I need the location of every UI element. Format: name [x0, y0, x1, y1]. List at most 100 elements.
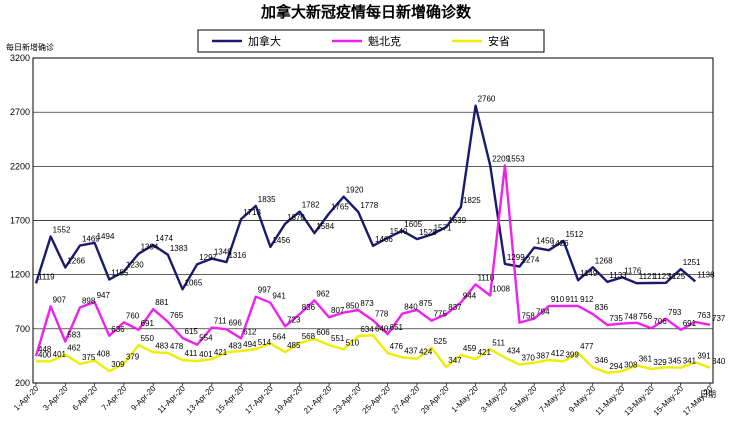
data-label: 1553 [507, 154, 525, 163]
data-label: 1138 [697, 270, 715, 279]
data-label: 765 [170, 311, 184, 320]
data-label: 1268 [595, 256, 613, 265]
data-label: 840 [404, 303, 418, 312]
data-label: 1571 [434, 223, 452, 232]
series-line-1 [34, 164, 711, 357]
data-label: 907 [53, 295, 67, 304]
data-label: 412 [551, 349, 565, 358]
data-label: 1348 [214, 248, 232, 257]
data-label: 1123 [653, 272, 671, 281]
data-label: 962 [316, 289, 330, 298]
legend-label-0: 加拿大 [248, 34, 281, 48]
data-label: 421 [214, 348, 228, 357]
data-label: 329 [653, 358, 667, 367]
data-label: 459 [463, 344, 477, 353]
x-tick-label: 15-May-20 [652, 384, 686, 418]
data-label: 634 [360, 325, 374, 334]
data-label: 706 [653, 317, 667, 326]
data-label: 583 [67, 331, 81, 340]
x-axis-unit: 日期 [700, 390, 716, 399]
data-label: 1251 [683, 258, 701, 267]
data-label: 737 [712, 314, 726, 323]
data-label: 606 [316, 328, 330, 337]
x-tick-label: 17-May-20 [681, 384, 715, 418]
y-tick-label: 1200 [10, 270, 30, 280]
data-label: 511 [492, 338, 505, 347]
data-label: 361 [639, 355, 653, 364]
data-label: 379 [126, 353, 140, 362]
data-label: 477 [580, 342, 594, 351]
x-tick-label: 15-Apr-20 [214, 384, 246, 416]
data-label: 1474 [155, 234, 173, 243]
data-label: 758 [522, 312, 536, 321]
data-label: 1274 [522, 256, 540, 265]
data-label: 1920 [346, 186, 364, 195]
data-label: 881 [155, 298, 169, 307]
data-label: 1540 [390, 227, 408, 236]
chart-title: 加拿大新冠疫情每日新增确诊数 [260, 3, 472, 21]
data-label: 554 [199, 334, 213, 343]
data-label: 1121 [639, 272, 657, 281]
data-label: 1149 [580, 269, 598, 278]
legend-label-2: 安省 [488, 34, 510, 48]
y-tick-label: 2200 [10, 161, 30, 171]
x-tick-label: 1-May-20 [450, 384, 481, 415]
data-label: 1266 [67, 257, 85, 266]
data-label: 1552 [53, 226, 71, 235]
data-label: 1394 [141, 243, 159, 252]
data-label: 1316 [228, 251, 246, 260]
data-label: 748 [624, 313, 638, 322]
data-label: 1713 [243, 208, 261, 217]
data-label: 483 [155, 341, 169, 350]
y-tick-label: 1700 [10, 216, 30, 226]
data-label: 735 [609, 314, 623, 323]
data-label: 911 [565, 295, 578, 304]
data-label: 514 [258, 338, 272, 347]
x-tick-label: 23-Apr-20 [331, 384, 363, 416]
data-label: 568 [302, 332, 316, 341]
data-label: 564 [272, 333, 286, 342]
x-tick-label: 29-Apr-20 [419, 384, 451, 416]
data-label: 763 [697, 311, 711, 320]
data-label: 408 [97, 349, 111, 358]
data-label: 1466 [375, 235, 393, 244]
data-label: 341 [683, 357, 697, 366]
data-label: 760 [126, 311, 140, 320]
data-label: 1008 [492, 284, 510, 293]
data-label: 1176 [624, 266, 642, 275]
data-label: 2209 [492, 154, 510, 163]
data-label: 691 [683, 319, 697, 328]
data-label: 1119 [38, 272, 55, 281]
x-tick-label: 3-May-20 [479, 384, 510, 415]
data-label: 1155 [111, 269, 129, 278]
data-label: 778 [375, 309, 389, 318]
data-label: 424 [419, 348, 433, 357]
data-label: 836 [595, 303, 609, 312]
data-label: 691 [141, 319, 155, 328]
data-label: 309 [111, 360, 125, 369]
data-label: 1456 [272, 236, 290, 245]
x-tick-label: 5-May-20 [508, 384, 539, 415]
data-label: 525 [434, 337, 448, 346]
data-label: 1670 [287, 213, 305, 222]
data-label: 850 [346, 302, 360, 311]
data-label: 1297 [199, 253, 217, 262]
data-label: 711 [214, 317, 227, 326]
data-label: 550 [141, 334, 155, 343]
data-label: 912 [580, 295, 594, 304]
data-label: 836 [302, 303, 316, 312]
x-tick-label: 9-Apr-20 [129, 384, 158, 413]
data-label: 1512 [565, 230, 583, 239]
y-tick-label: 2700 [10, 107, 30, 117]
y-tick-label: 200 [15, 378, 30, 388]
data-label: 434 [507, 347, 521, 356]
data-label: 483 [228, 341, 242, 350]
x-tick-label: 19-Apr-20 [273, 384, 305, 416]
data-label: 462 [67, 344, 81, 353]
data-label: 294 [609, 362, 623, 371]
data-label: 875 [419, 299, 433, 308]
data-label: 345 [668, 356, 682, 365]
data-label: 485 [287, 341, 301, 350]
data-label: 837 [448, 303, 462, 312]
